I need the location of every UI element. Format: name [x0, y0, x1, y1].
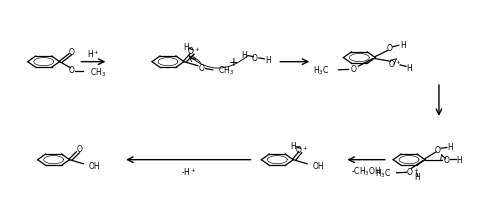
Text: H$^+$: H$^+$: [87, 48, 100, 60]
Text: O: O: [69, 47, 75, 56]
Text: O: O: [68, 66, 74, 75]
Text: O: O: [252, 54, 258, 63]
Text: CH$_3$: CH$_3$: [218, 65, 234, 77]
Text: H: H: [183, 43, 188, 52]
Text: H: H: [290, 141, 296, 150]
Text: O: O: [199, 64, 204, 73]
Text: H: H: [400, 41, 406, 50]
Text: O: O: [434, 145, 440, 154]
Text: O$^+$: O$^+$: [388, 58, 400, 70]
Text: O: O: [77, 145, 83, 154]
Text: H: H: [414, 172, 420, 181]
Text: OH: OH: [88, 161, 100, 170]
Text: O: O: [350, 65, 356, 74]
Text: O$^+$: O$^+$: [295, 143, 308, 155]
Text: CH$_3$: CH$_3$: [90, 66, 106, 78]
Text: H: H: [447, 143, 453, 152]
Text: -CH$_3$OH: -CH$_3$OH: [351, 165, 382, 177]
Text: H: H: [406, 64, 412, 73]
Text: O$^+$: O$^+$: [188, 46, 200, 57]
Text: H: H: [265, 56, 271, 65]
Text: O$^+$: O$^+$: [406, 165, 419, 177]
Text: O: O: [387, 44, 392, 53]
Text: H: H: [241, 51, 247, 60]
Text: O: O: [444, 156, 450, 164]
Text: OH: OH: [312, 161, 324, 170]
Text: -H$^+$: -H$^+$: [180, 165, 196, 177]
Text: H$_3$C: H$_3$C: [313, 64, 330, 77]
Text: H$_3$C: H$_3$C: [376, 167, 392, 179]
Text: +: +: [229, 56, 239, 69]
Text: H: H: [456, 155, 462, 164]
